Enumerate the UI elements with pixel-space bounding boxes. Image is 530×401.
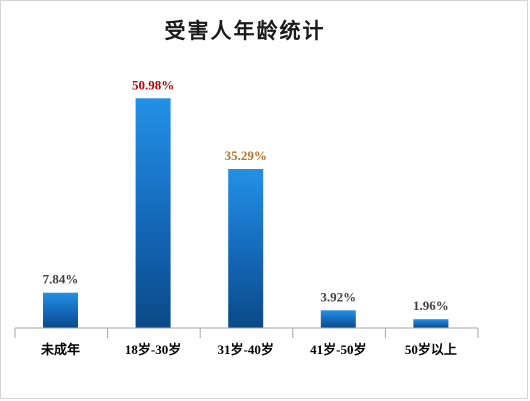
bars-group (43, 98, 449, 328)
bar-5 (413, 319, 449, 328)
data-label-2: 50.98% (132, 77, 174, 92)
category-label-2: 18岁-30岁 (125, 342, 181, 357)
category-label-5: 50岁以上 (405, 342, 457, 357)
chart-title: 受害人年龄统计 (165, 19, 326, 43)
category-label-4: 41岁-50岁 (310, 342, 366, 357)
data-labels-group: 7.84% 50.98% 35.29% 3.92% 1.96% (43, 77, 449, 313)
data-label-3: 35.29% (225, 148, 267, 163)
x-ticks-group (14, 328, 479, 338)
data-label-5: 1.96% (413, 298, 449, 313)
data-label-1: 7.84% (43, 272, 79, 287)
data-label-4: 3.92% (320, 289, 356, 304)
bar-1 (43, 292, 78, 328)
category-label-1: 未成年 (40, 342, 80, 357)
bar-2 (135, 98, 171, 328)
category-label-3: 31岁-40岁 (218, 342, 274, 357)
category-labels-group: 未成年 18岁-30岁 31岁-40岁 41岁-50岁 50岁以上 (40, 342, 457, 357)
bar-4 (320, 310, 356, 328)
bar-3 (228, 169, 264, 328)
